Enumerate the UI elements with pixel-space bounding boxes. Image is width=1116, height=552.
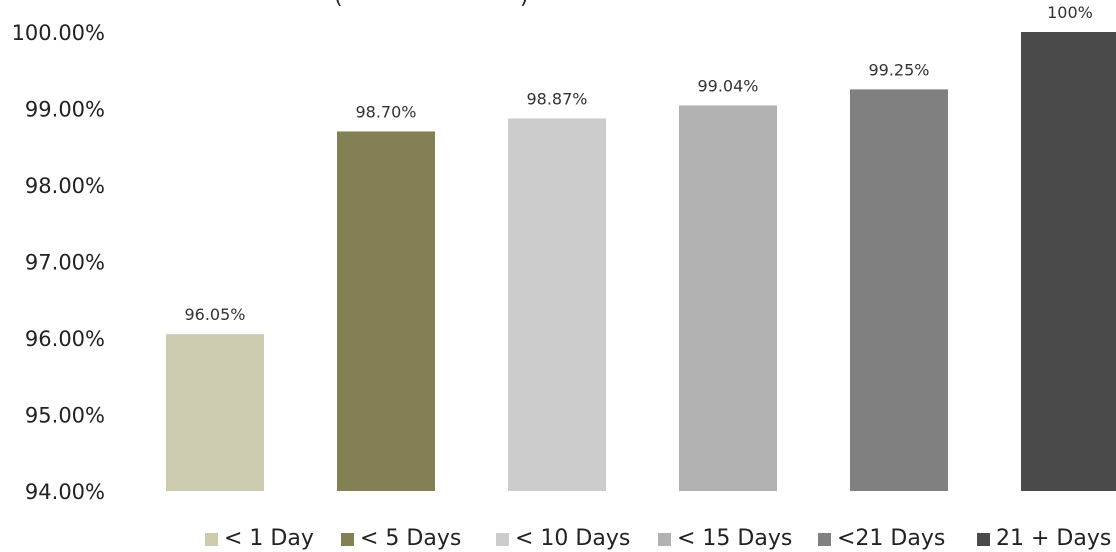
data-label: 98.70% <box>355 102 416 121</box>
bar <box>679 105 777 491</box>
legend-item: < 1 Day <box>205 526 314 552</box>
y-tick-label: 99.00% <box>25 98 105 122</box>
data-label: 99.04% <box>697 76 758 95</box>
data-label: 98.87% <box>526 89 587 108</box>
legend-item: < 10 Days <box>496 526 630 552</box>
legend-item: <21 Days <box>818 526 945 552</box>
y-tick-label: 96.00% <box>25 327 105 351</box>
legend-swatch <box>205 532 218 546</box>
y-tick-label: 97.00% <box>25 251 105 275</box>
legend-swatch <box>818 532 831 546</box>
legend-label: 21 + Days <box>996 526 1112 551</box>
legend-item: 21 + Days <box>977 526 1111 552</box>
y-tick-label: 100.00% <box>12 21 105 45</box>
legend: < 1 Day < 5 Days < 10 Days < 15 Days <21 Day… <box>0 526 1116 552</box>
bar <box>850 89 948 491</box>
bar-chart: ( ) 94.00% 95.00% 96.00% 97.00% 98.00% 99.00%… <box>12 0 1116 504</box>
bars <box>166 32 1116 491</box>
legend-swatch <box>977 532 990 546</box>
title-fragment-close-paren: ) <box>520 0 529 9</box>
y-axis: 94.00% 95.00% 96.00% 97.00% 98.00% 99.00% 100.… <box>12 21 105 504</box>
bar <box>1021 32 1116 491</box>
legend-swatch <box>496 532 509 546</box>
legend-label: < 1 Day <box>224 526 314 551</box>
bar <box>337 131 435 491</box>
bar <box>508 118 606 491</box>
data-label: 99.25% <box>868 60 929 79</box>
legend-label: < 5 Days <box>360 526 462 551</box>
legend-label: <21 Days <box>837 526 946 551</box>
y-tick-label: 94.00% <box>25 480 105 504</box>
data-label: 100% <box>1047 3 1093 22</box>
title-fragment-open-paren: ( <box>334 0 343 9</box>
data-label: 96.05% <box>184 305 245 324</box>
y-tick-label: 98.00% <box>25 174 105 198</box>
legend-label: < 15 Days <box>677 526 793 551</box>
legend-swatch <box>341 532 354 546</box>
legend-item: < 15 Days <box>658 526 792 552</box>
legend-label: < 10 Days <box>515 526 631 551</box>
bar <box>166 334 264 491</box>
data-labels: 96.05% 98.70% 98.87% 99.04% 99.25% 100% <box>184 3 1092 324</box>
legend-swatch <box>658 532 671 546</box>
legend-item: < 5 Days <box>341 526 461 552</box>
y-tick-label: 95.00% <box>25 404 105 428</box>
